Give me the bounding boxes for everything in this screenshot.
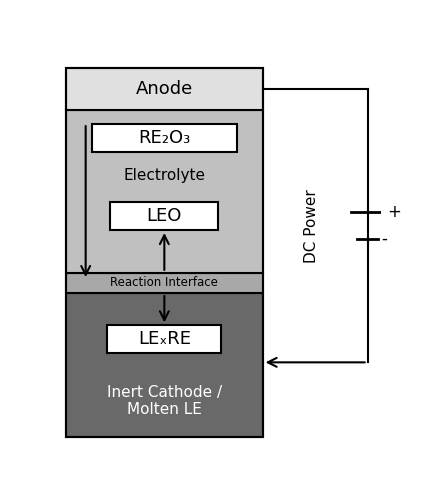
Bar <box>66 273 263 293</box>
Text: -: - <box>382 230 387 248</box>
Text: Reaction Interface: Reaction Interface <box>110 276 218 289</box>
Text: RE₂O₃: RE₂O₃ <box>138 129 190 147</box>
Text: LEₓRE: LEₓRE <box>138 330 191 348</box>
Text: Inert Cathode /
Molten LE: Inert Cathode / Molten LE <box>107 385 222 418</box>
Bar <box>66 68 263 438</box>
Text: +: + <box>387 203 401 221</box>
Bar <box>110 202 218 230</box>
Text: DC Power: DC Power <box>305 189 319 262</box>
Text: LEO: LEO <box>147 207 182 225</box>
Bar <box>107 325 221 354</box>
Text: Anode: Anode <box>136 80 193 98</box>
Bar <box>66 110 263 273</box>
Bar <box>91 124 237 152</box>
Text: Electrolyte: Electrolyte <box>124 168 205 183</box>
Bar <box>66 68 263 110</box>
Bar <box>66 293 263 438</box>
